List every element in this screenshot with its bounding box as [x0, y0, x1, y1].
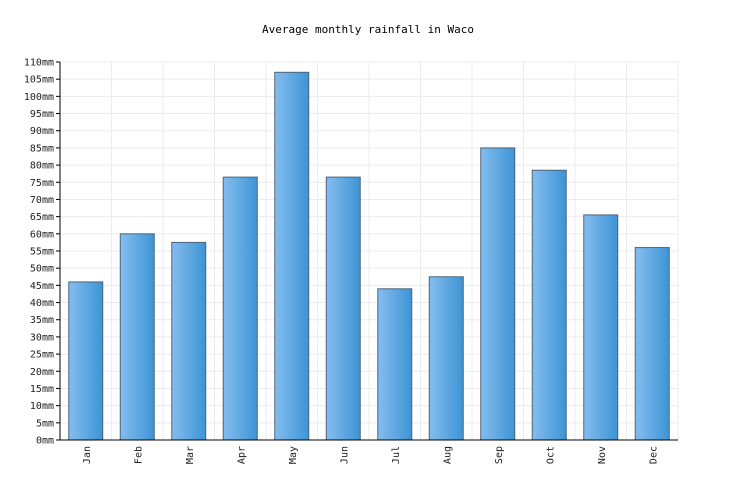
- y-tick-label: 50mm: [30, 264, 54, 275]
- chart-title: Average monthly rainfall in Waco: [262, 23, 474, 36]
- y-tick-label: 95mm: [30, 109, 54, 120]
- bar-jul: [377, 288, 413, 441]
- bar-jun: [325, 176, 361, 441]
- x-tick-label: Aug: [442, 446, 453, 464]
- bar-feb: [119, 233, 155, 441]
- y-tick-label: 80mm: [30, 161, 54, 172]
- bar-jan: [68, 281, 104, 441]
- y-tick-label: 105mm: [24, 75, 54, 86]
- bar-may: [274, 71, 310, 441]
- tick-labels: 0mm 5mm 10mm 15mm 20mm 25mm 30mm 35mm 40mm 45mm 50…: [24, 58, 659, 465]
- bar-mar: [171, 241, 207, 441]
- y-tick-label: 35mm: [30, 315, 54, 326]
- bars: [68, 71, 670, 441]
- bar-aug: [428, 276, 464, 441]
- y-tick-label: 25mm: [30, 350, 54, 361]
- x-tick-label: Oct: [545, 446, 556, 464]
- x-tick-label: Nov: [597, 446, 608, 464]
- y-tick-label: 5mm: [36, 418, 54, 429]
- y-tick-label: 65mm: [30, 212, 54, 223]
- x-tick-label: Dec: [648, 446, 659, 464]
- y-tick-label: 45mm: [30, 281, 54, 292]
- grid: [60, 61, 679, 440]
- axes: [56, 61, 678, 441]
- x-tick-label: Mar: [185, 446, 196, 464]
- x-tick-label: Jul: [391, 446, 402, 464]
- x-tick-label: Sep: [494, 446, 505, 464]
- bar-oct: [531, 169, 567, 441]
- y-tick-label: 30mm: [30, 332, 54, 343]
- bar-nov: [583, 214, 619, 441]
- y-tick-label: 40mm: [30, 298, 54, 309]
- y-tick-label: 100mm: [24, 92, 54, 103]
- y-tick-label: 20mm: [30, 367, 54, 378]
- y-tick-label: 110mm: [24, 58, 54, 69]
- y-tick-label: 0mm: [36, 436, 54, 447]
- y-tick-label: 75mm: [30, 178, 54, 189]
- y-tick-label: 10mm: [30, 401, 54, 412]
- y-tick-label: 70mm: [30, 195, 54, 206]
- y-tick-label: 90mm: [30, 126, 54, 137]
- bar-apr: [222, 176, 258, 441]
- x-tick-label: May: [288, 446, 299, 464]
- x-tick-label: Feb: [133, 446, 144, 464]
- y-tick-label: 55mm: [30, 247, 54, 258]
- x-tick-label: Jan: [82, 446, 93, 464]
- x-tick-label: Jun: [339, 446, 350, 464]
- y-tick-label: 85mm: [30, 143, 54, 154]
- x-tick-label: Apr: [236, 446, 247, 464]
- bar-sep: [480, 147, 516, 441]
- y-tick-label: 60mm: [30, 229, 54, 240]
- bar-dec: [634, 247, 670, 441]
- y-tick-label: 15mm: [30, 384, 54, 395]
